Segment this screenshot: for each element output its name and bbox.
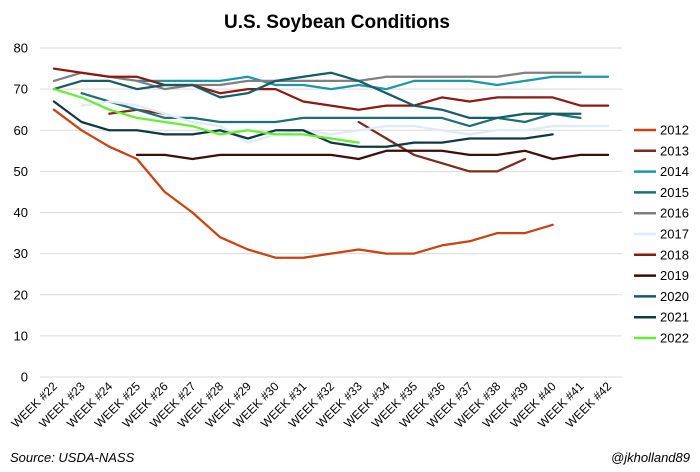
legend-label: 2015 (660, 185, 689, 200)
legend-label: 2014 (660, 164, 689, 179)
series-line-2020 (52, 71, 582, 120)
legend-label: 2021 (660, 310, 689, 325)
source-note: Source: USDA-NASS (10, 450, 135, 465)
series-line-2021 (52, 100, 554, 148)
chart-title: U.S. Soybean Conditions (224, 12, 450, 33)
legend-label: 2016 (660, 206, 689, 221)
y-tick-label: 50 (14, 164, 28, 179)
y-tick-label: 60 (14, 123, 28, 138)
legend-label: 2019 (660, 268, 689, 283)
legend-label: 2012 (660, 123, 689, 138)
y-tick-label: 70 (14, 82, 28, 97)
legend-label: 2013 (660, 143, 689, 158)
legend-label: 2017 (660, 227, 689, 242)
series-lines (52, 67, 610, 259)
author-credit: @jkholland89 (611, 450, 690, 465)
y-tick-label: 40 (14, 205, 28, 220)
legend-label: 2020 (660, 289, 689, 304)
legend-label: 2018 (660, 247, 689, 262)
y-axis-ticks: 0 10 20 30 40 50 60 70 80 (14, 41, 28, 385)
series-line-2016 (52, 71, 582, 91)
series-line-2018 (52, 67, 610, 111)
y-tick-label: 80 (14, 41, 28, 56)
legend: 2012 2013 2014 2015 2016 2017 2018 2019 2020 2021… (634, 123, 689, 346)
y-tick-label: 0 (21, 370, 28, 385)
y-tick-label: 30 (14, 246, 28, 261)
legend-label: 2022 (660, 331, 689, 346)
y-tick-label: 20 (14, 287, 28, 302)
series-line-2019 (135, 149, 610, 161)
series-line-2017 (80, 100, 610, 144)
series-line-2012 (52, 108, 554, 259)
y-tick-label: 10 (14, 328, 28, 343)
series-line-2022 (52, 87, 360, 144)
